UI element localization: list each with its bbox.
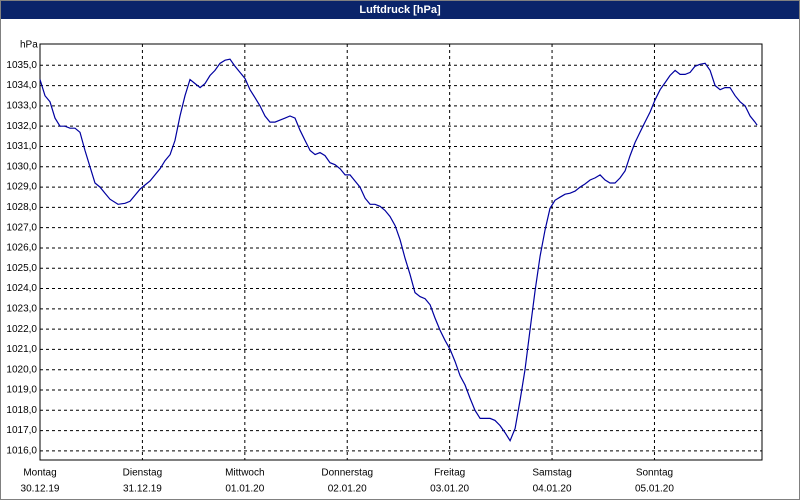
y-tick-label: 1023,0 <box>6 303 37 314</box>
y-axis-label: hPa <box>20 40 38 51</box>
y-tick-label: 1018,0 <box>6 405 37 416</box>
x-tick-date: 05.01.20 <box>635 484 674 495</box>
y-tick-label: 1016,0 <box>6 446 37 457</box>
y-tick-label: 1031,0 <box>6 141 37 152</box>
y-tick-label: 1021,0 <box>6 344 37 355</box>
title-bar <box>1 1 799 19</box>
x-tick-date: 03.01.20 <box>430 484 469 495</box>
plot-border <box>39 43 763 461</box>
y-tick-label: 1029,0 <box>6 182 37 193</box>
x-tick-label: Dienstag <box>123 468 162 479</box>
y-tick-label: 1024,0 <box>6 283 37 294</box>
x-tick-date: 04.01.20 <box>533 484 572 495</box>
y-tick-label: 1026,0 <box>6 243 37 254</box>
y-tick-label: 1032,0 <box>6 121 37 132</box>
y-tick-label: 1017,0 <box>6 425 37 436</box>
x-tick-date: 01.01.20 <box>225 484 264 495</box>
x-tick-date: 30.12.19 <box>21 484 60 495</box>
y-tick-label: 1020,0 <box>6 364 37 375</box>
x-tick-label: Freitag <box>434 468 465 479</box>
chart-title: Luftdruck [hPa] <box>359 4 441 16</box>
y-tick-label: 1019,0 <box>6 385 37 396</box>
x-tick-label: Montag <box>23 468 56 479</box>
y-tick-label: 1025,0 <box>6 263 37 274</box>
y-tick-label: 1027,0 <box>6 222 37 233</box>
x-tick-label: Samstag <box>532 468 571 479</box>
x-tick-date: 31.12.19 <box>123 484 162 495</box>
y-tick-label: 1030,0 <box>6 161 37 172</box>
y-tick-label: 1034,0 <box>6 80 37 91</box>
x-tick-label: Mittwoch <box>225 468 264 479</box>
y-tick-label: 1028,0 <box>6 202 37 213</box>
y-tick-label: 1035,0 <box>6 60 37 71</box>
pressure-line <box>39 58 758 443</box>
y-tick-label: 1022,0 <box>6 324 37 335</box>
x-tick-label: Sonntag <box>636 468 673 479</box>
x-tick-date: 02.01.20 <box>328 484 367 495</box>
x-tick-label: Donnerstag <box>321 468 373 479</box>
y-tick-label: 1033,0 <box>6 101 37 112</box>
